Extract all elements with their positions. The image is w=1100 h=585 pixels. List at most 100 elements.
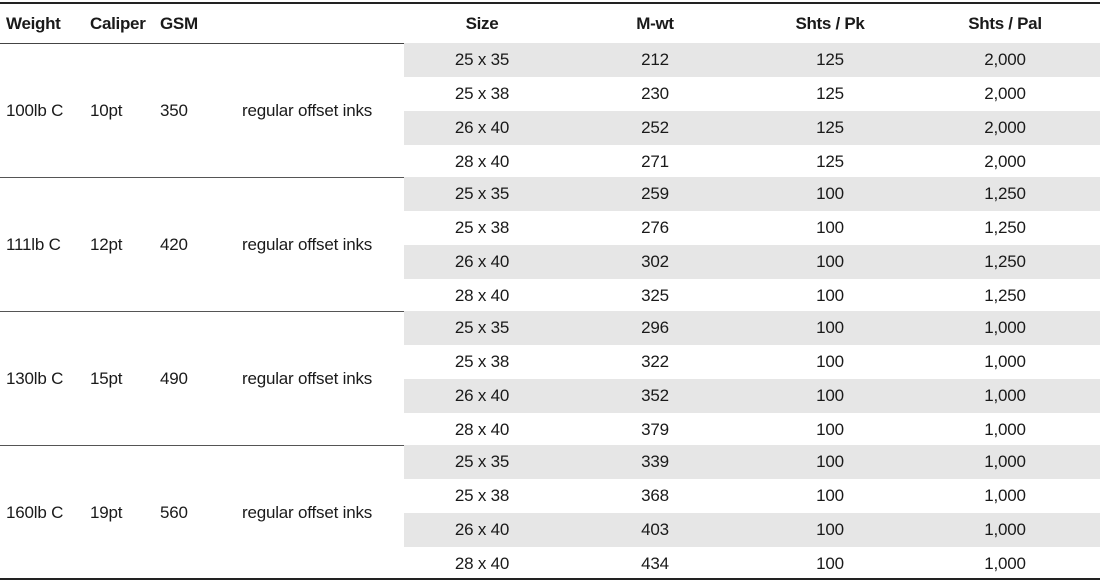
cell-shts-pal: 1,000: [984, 318, 1026, 337]
cell-mwt: 296: [641, 318, 669, 337]
cell-shts-pal: 1,000: [984, 420, 1026, 439]
cell-shts-pal: 1,000: [984, 386, 1026, 405]
cell-size: 28 x 40: [454, 420, 510, 439]
cell-shts-pk: 100: [816, 218, 844, 237]
cell-ink: regular offset inks: [242, 503, 373, 522]
cell-shts-pk: 100: [816, 520, 844, 539]
cell-size: 25 x 35: [454, 452, 510, 471]
cell-shts-pk: 100: [816, 352, 844, 371]
table-row: 25 x 35 296 100 1,000: [404, 311, 1100, 345]
cell-mwt: 379: [641, 420, 669, 439]
table-group: 130lb C 15pt 490 regular offset inks 25 x 35…: [0, 311, 1100, 447]
cell-mwt: 271: [641, 152, 669, 171]
cell-shts-pal: 2,000: [984, 152, 1026, 171]
table-row: 26 x 40 302 100 1,250: [404, 245, 1100, 279]
table-row: 28 x 40 379 100 1,000: [404, 413, 1100, 447]
cell-caliper: 10pt: [90, 101, 123, 120]
cell-shts-pal: 1,000: [984, 486, 1026, 505]
cell-shts-pk: 100: [816, 184, 844, 203]
cell-weight: 111lb C: [6, 235, 61, 254]
cell-shts-pk: 100: [816, 452, 844, 471]
cell-mwt: 322: [641, 352, 669, 371]
cell-shts-pal: 2,000: [984, 84, 1026, 103]
cell-size: 28 x 40: [454, 286, 510, 305]
cell-gsm: 420: [160, 235, 188, 254]
table-row: 26 x 40 403 100 1,000: [404, 513, 1100, 547]
table-row: 28 x 40 325 100 1,250: [404, 279, 1100, 313]
table-header-row: Weight Caliper GSM Size M-wt Shts / Pk S…: [0, 2, 1100, 44]
cell-size: 26 x 40: [454, 252, 510, 271]
table-row: 25 x 38 230 125 2,000: [404, 77, 1100, 111]
cell-size: 25 x 38: [454, 218, 510, 237]
cell-shts-pal: 1,000: [984, 352, 1026, 371]
cell-size: 25 x 35: [454, 50, 510, 69]
cell-mwt: 230: [641, 84, 669, 103]
cell-mwt: 276: [641, 218, 669, 237]
cell-caliper: 19pt: [90, 503, 123, 522]
header-gsm: GSM: [160, 14, 198, 33]
cell-mwt: 352: [641, 386, 669, 405]
cell-size: 28 x 40: [454, 152, 510, 171]
cell-shts-pk: 100: [816, 318, 844, 337]
cell-shts-pal: 1,250: [984, 184, 1026, 203]
cell-ink: regular offset inks: [242, 235, 373, 254]
cell-shts-pk: 100: [816, 554, 844, 573]
cell-mwt: 302: [641, 252, 669, 271]
cell-ink: regular offset inks: [242, 101, 373, 120]
cell-shts-pal: 1,250: [984, 218, 1026, 237]
cell-shts-pal: 1,000: [984, 452, 1026, 471]
cell-size: 26 x 40: [454, 118, 510, 137]
cell-mwt: 212: [641, 50, 669, 69]
cell-shts-pal: 1,250: [984, 252, 1026, 271]
cell-caliper: 12pt: [90, 235, 123, 254]
cell-size: 25 x 35: [454, 318, 510, 337]
cell-mwt: 368: [641, 486, 669, 505]
cell-shts-pk: 100: [816, 486, 844, 505]
cell-shts-pal: 1,000: [984, 554, 1026, 573]
table-group: 160lb C 19pt 560 regular offset inks 25 x 35…: [0, 445, 1100, 581]
cell-size: 26 x 40: [454, 386, 510, 405]
table-row: 25 x 38 368 100 1,000: [404, 479, 1100, 513]
cell-shts-pk: 125: [816, 118, 844, 137]
cell-mwt: 259: [641, 184, 669, 203]
cell-gsm: 490: [160, 369, 188, 388]
table-row: 25 x 38 276 100 1,250: [404, 211, 1100, 245]
cell-shts-pk: 125: [816, 152, 844, 171]
cell-weight: 100lb C: [6, 101, 64, 120]
table-row: 28 x 40 434 100 1,000: [404, 547, 1100, 581]
cell-mwt: 403: [641, 520, 669, 539]
table-row: 25 x 38 322 100 1,000: [404, 345, 1100, 379]
cell-gsm: 560: [160, 503, 188, 522]
header-weight: Weight: [6, 14, 61, 33]
cell-ink: regular offset inks: [242, 369, 373, 388]
table-group: 111lb C 12pt 420 regular offset inks 25 x 35…: [0, 177, 1100, 313]
table-row: 25 x 35 259 100 1,250: [404, 177, 1100, 211]
cell-caliper: 15pt: [90, 369, 123, 388]
cell-mwt: 434: [641, 554, 669, 573]
cell-size: 26 x 40: [454, 520, 510, 539]
cell-size: 25 x 38: [454, 84, 510, 103]
header-size: Size: [465, 14, 499, 33]
cell-size: 25 x 38: [454, 486, 510, 505]
cell-gsm: 350: [160, 101, 188, 120]
table-row: 26 x 40 352 100 1,000: [404, 379, 1100, 413]
cell-mwt: 325: [641, 286, 669, 305]
cell-shts-pal: 1,000: [984, 520, 1026, 539]
cell-shts-pk: 100: [816, 286, 844, 305]
header-mwt: M-wt: [636, 14, 674, 33]
cell-shts-pk: 100: [816, 386, 844, 405]
cell-mwt: 339: [641, 452, 669, 471]
header-caliper: Caliper: [90, 14, 146, 33]
cell-shts-pal: 1,250: [984, 286, 1026, 305]
table-group: 100lb C 10pt 350 regular offset inks 25 x 35…: [0, 43, 1100, 179]
cell-shts-pal: 2,000: [984, 50, 1026, 69]
cell-shts-pk: 100: [816, 252, 844, 271]
cell-shts-pk: 125: [816, 50, 844, 69]
cell-shts-pk: 100: [816, 420, 844, 439]
cell-shts-pk: 125: [816, 84, 844, 103]
table-row: 28 x 40 271 125 2,000: [404, 145, 1100, 179]
cell-size: 25 x 35: [454, 184, 510, 203]
table-row: 25 x 35 339 100 1,000: [404, 445, 1100, 479]
cell-shts-pal: 2,000: [984, 118, 1026, 137]
cell-size: 28 x 40: [454, 554, 510, 573]
